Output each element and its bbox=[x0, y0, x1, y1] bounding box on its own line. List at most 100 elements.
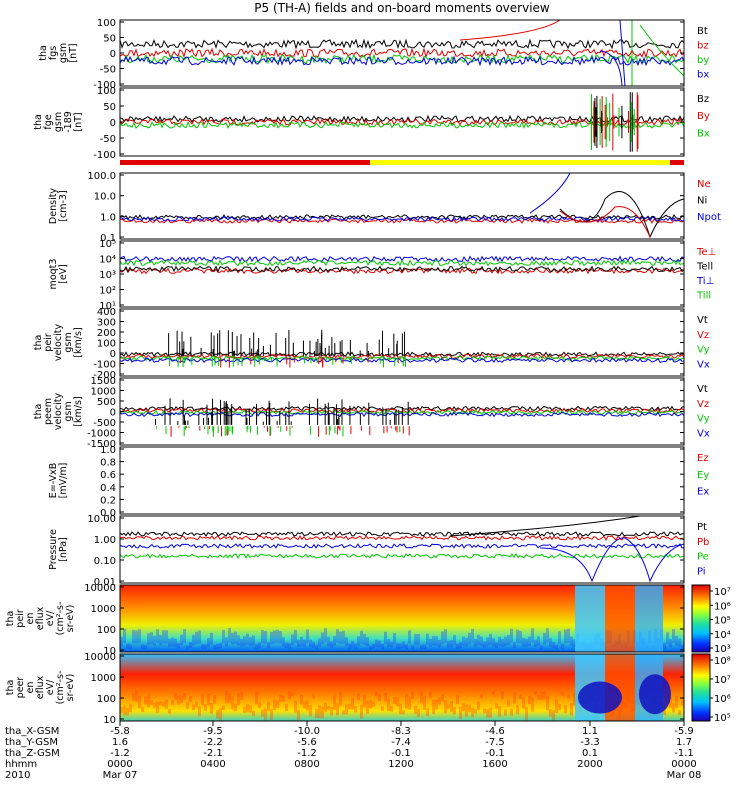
spectrogram-texture bbox=[549, 638, 552, 647]
y-axis-label: E=-VxB [mV/m] bbox=[48, 463, 69, 499]
y-tick-label: 0.2 bbox=[100, 495, 116, 506]
series-line-bz bbox=[120, 47, 684, 59]
panel-peir_en: 10⁷ 10⁶ 10⁵ 10⁴ 10³ 10000 1000 100 10 tha peir en ef… bbox=[5, 583, 731, 657]
spectrogram-texture bbox=[141, 707, 144, 712]
legend-Till: Till bbox=[696, 291, 711, 302]
y-tick-label: 0.01 bbox=[94, 577, 116, 588]
spectrogram-texture bbox=[324, 702, 327, 712]
spectrogram-texture bbox=[540, 692, 543, 700]
spectrogram-texture bbox=[216, 643, 219, 649]
spectrogram-texture bbox=[675, 695, 678, 708]
xaxis-value: -0.1 bbox=[485, 748, 505, 759]
spectrogram-texture bbox=[474, 709, 477, 714]
spectrogram-texture bbox=[219, 707, 222, 721]
spectrogram-texture bbox=[279, 631, 282, 644]
spectrogram-texture bbox=[558, 704, 561, 711]
spectrogram-texture bbox=[144, 644, 147, 650]
xaxis-value: -5.6 bbox=[297, 737, 317, 748]
spectrogram-texture bbox=[444, 700, 447, 714]
xaxis-value: -10.0 bbox=[294, 726, 320, 737]
spectrogram-texture bbox=[141, 644, 144, 650]
spectrogram-texture bbox=[447, 640, 450, 648]
y-axis-label-line: [km/s] bbox=[73, 327, 84, 357]
spectrogram-texture bbox=[414, 705, 417, 714]
legend-Tell: Tell bbox=[696, 262, 713, 273]
y-axis-label-line: eflux bbox=[35, 675, 46, 699]
spectrogram-texture bbox=[159, 635, 162, 646]
spectrogram-texture bbox=[231, 632, 234, 645]
spectrogram-texture bbox=[309, 639, 312, 648]
spectrogram-texture bbox=[531, 697, 534, 712]
spectrogram-texture bbox=[510, 628, 513, 643]
spectrogram-texture bbox=[477, 634, 480, 646]
y-axis-label-line: sr-eV) bbox=[65, 605, 76, 633]
spectrogram-texture bbox=[201, 644, 204, 649]
y-tick-label: 0.8 bbox=[100, 458, 116, 469]
spectrogram-texture bbox=[438, 697, 441, 705]
y-axis-label-line: [nT] bbox=[73, 112, 84, 131]
legend-Vt: Vt bbox=[697, 384, 708, 395]
y-tick-label: 400 bbox=[97, 307, 116, 318]
spectrogram-texture bbox=[294, 700, 297, 713]
spectrogram-texture bbox=[315, 709, 318, 718]
spectrogram-texture bbox=[678, 710, 681, 716]
spectrogram-texture bbox=[294, 629, 297, 644]
spectrogram-texture bbox=[390, 705, 393, 712]
y-axis-label-line: velocity bbox=[53, 393, 64, 431]
y-tick-label: 10000 bbox=[84, 583, 116, 594]
y-axis-label: tha peir en eflux eV/(cm²-s-sr-eV) bbox=[5, 602, 76, 636]
spectrogram-texture bbox=[414, 633, 417, 645]
spectrogram-texture bbox=[495, 703, 498, 709]
spectrogram-texture bbox=[375, 639, 378, 648]
spectrogram-texture bbox=[570, 703, 573, 716]
spectrogram-texture bbox=[426, 708, 429, 717]
y-tick-label: 100 bbox=[97, 86, 116, 97]
y-axis-label-line: [eV] bbox=[58, 264, 69, 284]
panel-frame bbox=[119, 172, 685, 240]
spectrogram-texture bbox=[552, 641, 555, 648]
spectrogram-texture bbox=[321, 632, 324, 645]
spectrogram-texture bbox=[291, 634, 294, 645]
spectrogram-texture bbox=[174, 638, 177, 647]
legend-Ni: Ni bbox=[697, 196, 707, 207]
spectrogram-texture bbox=[369, 645, 372, 650]
y-tick-label: 10 bbox=[103, 646, 116, 657]
spectrogram-texture bbox=[669, 696, 672, 708]
spectrogram-texture bbox=[258, 701, 261, 708]
colorbar-label: 10⁸ bbox=[714, 656, 731, 667]
legend-Pe: Pe bbox=[697, 552, 709, 563]
spectrogram-texture bbox=[513, 692, 516, 704]
spectrogram-texture bbox=[519, 630, 522, 644]
spectrogram-texture bbox=[144, 696, 147, 705]
spectrogram-texture bbox=[330, 641, 333, 648]
spectrogram-texture bbox=[519, 694, 522, 699]
spectrogram-texture bbox=[261, 709, 264, 717]
y-axis-label-line: velocity bbox=[53, 324, 64, 362]
spectrogram-texture bbox=[165, 630, 168, 644]
spectrogram-texture bbox=[333, 695, 336, 710]
spectrogram-texture bbox=[486, 709, 489, 718]
spectrogram-texture bbox=[672, 703, 675, 713]
spectrogram-texture bbox=[396, 697, 399, 707]
spectrogram-texture bbox=[303, 639, 306, 648]
legend-Vt: Vt bbox=[697, 315, 708, 326]
panel-plot-area bbox=[120, 173, 684, 239]
colorbar-label: 10⁵ bbox=[714, 713, 731, 724]
y-axis-label-line: Density bbox=[48, 188, 59, 224]
spectrogram-texture bbox=[297, 639, 300, 648]
spectrogram-texture bbox=[222, 629, 225, 644]
pressure-swing bbox=[539, 537, 684, 583]
spectrogram-texture bbox=[477, 701, 480, 711]
panel-fge: Bz By Bx 100 50 0 -50 -100 tha fge gsm -189 [nT] bbox=[33, 86, 710, 161]
spectrogram-texture bbox=[336, 629, 339, 643]
xaxis-value: 0400 bbox=[200, 759, 225, 770]
xaxis-value: Mar 07 bbox=[103, 770, 138, 781]
spectrogram-texture bbox=[408, 630, 411, 644]
spectrogram-texture bbox=[174, 692, 177, 701]
spectrogram-texture bbox=[132, 693, 135, 701]
y-tick-label: 0 bbox=[110, 408, 116, 419]
spectrogram-texture bbox=[138, 629, 141, 643]
spectrogram-texture bbox=[234, 631, 237, 644]
xaxis-value: -5.8 bbox=[110, 726, 130, 737]
y-tick-label: -1500 bbox=[87, 439, 116, 450]
